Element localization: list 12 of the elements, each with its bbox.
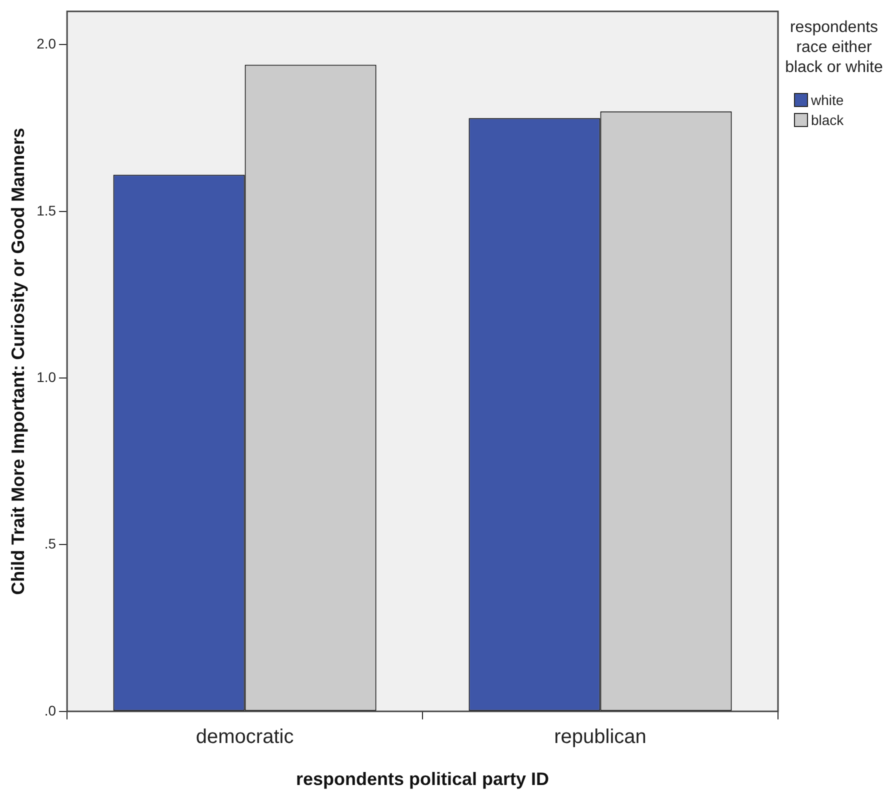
y-tick-label: 1.5 <box>36 202 56 218</box>
x-tick-label: republican <box>554 726 646 748</box>
y-tick-label: .5 <box>44 536 56 552</box>
y-tick-label: 1.0 <box>36 368 56 385</box>
legend-title: respondents race either black or white <box>784 18 884 78</box>
legend-label: white <box>811 92 844 108</box>
y-axis-title: Child Trait More Important: Curiosity or Good Manners <box>8 128 28 595</box>
y-tick-label: .0 <box>44 702 56 718</box>
x-axis-title: respondents political party ID <box>296 769 550 790</box>
y-tick-label: 2.0 <box>36 36 56 52</box>
x-tick-label: democratic <box>196 726 294 748</box>
legend-label: black <box>811 112 844 128</box>
